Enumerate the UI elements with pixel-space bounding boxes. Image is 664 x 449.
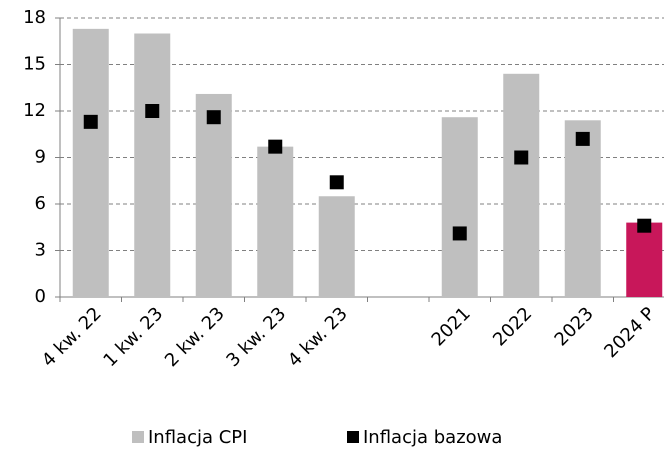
- marker: [268, 139, 283, 154]
- x-tick-label: 2022: [489, 303, 536, 350]
- y-tick-label: 3: [35, 240, 46, 261]
- y-tick-label: 18: [23, 7, 46, 28]
- x-tick-label: 2023: [551, 303, 598, 350]
- legend-swatch: [132, 431, 144, 443]
- bar: [257, 146, 294, 297]
- marker: [83, 114, 98, 129]
- y-tick-label: 12: [23, 100, 46, 121]
- legend-label: Inflacja CPI: [148, 427, 247, 448]
- bar: [503, 73, 540, 297]
- marker: [637, 218, 652, 233]
- marker: [329, 175, 344, 190]
- x-tick-label: 2021: [428, 303, 475, 350]
- y-tick-label: 6: [35, 193, 46, 214]
- x-tick-label: 3 kw. 23: [222, 303, 290, 371]
- marker: [206, 110, 221, 125]
- x-tick-label: 2 kw. 23: [161, 303, 229, 371]
- x-tick-label: 4 kw. 22: [38, 303, 106, 371]
- bar: [318, 196, 355, 297]
- legend-swatch: [347, 431, 359, 443]
- bar: [564, 120, 601, 297]
- x-tick-label: 2024 P: [600, 303, 659, 362]
- marker: [575, 131, 590, 146]
- bar: [441, 117, 478, 297]
- y-tick-label: 9: [35, 147, 46, 168]
- marker: [145, 104, 160, 118]
- bar: [72, 28, 109, 297]
- marker: [514, 150, 529, 165]
- legend-label: Inflacja bazowa: [363, 427, 502, 448]
- bar: [134, 33, 171, 297]
- x-tick-label: 1 kw. 23: [99, 303, 167, 371]
- marker: [452, 226, 467, 241]
- y-tick-label: 0: [35, 286, 46, 307]
- x-tick-label: 4 kw. 23: [284, 303, 352, 371]
- y-tick-label: 15: [23, 54, 46, 75]
- bar: [195, 93, 232, 297]
- bar: [626, 222, 663, 297]
